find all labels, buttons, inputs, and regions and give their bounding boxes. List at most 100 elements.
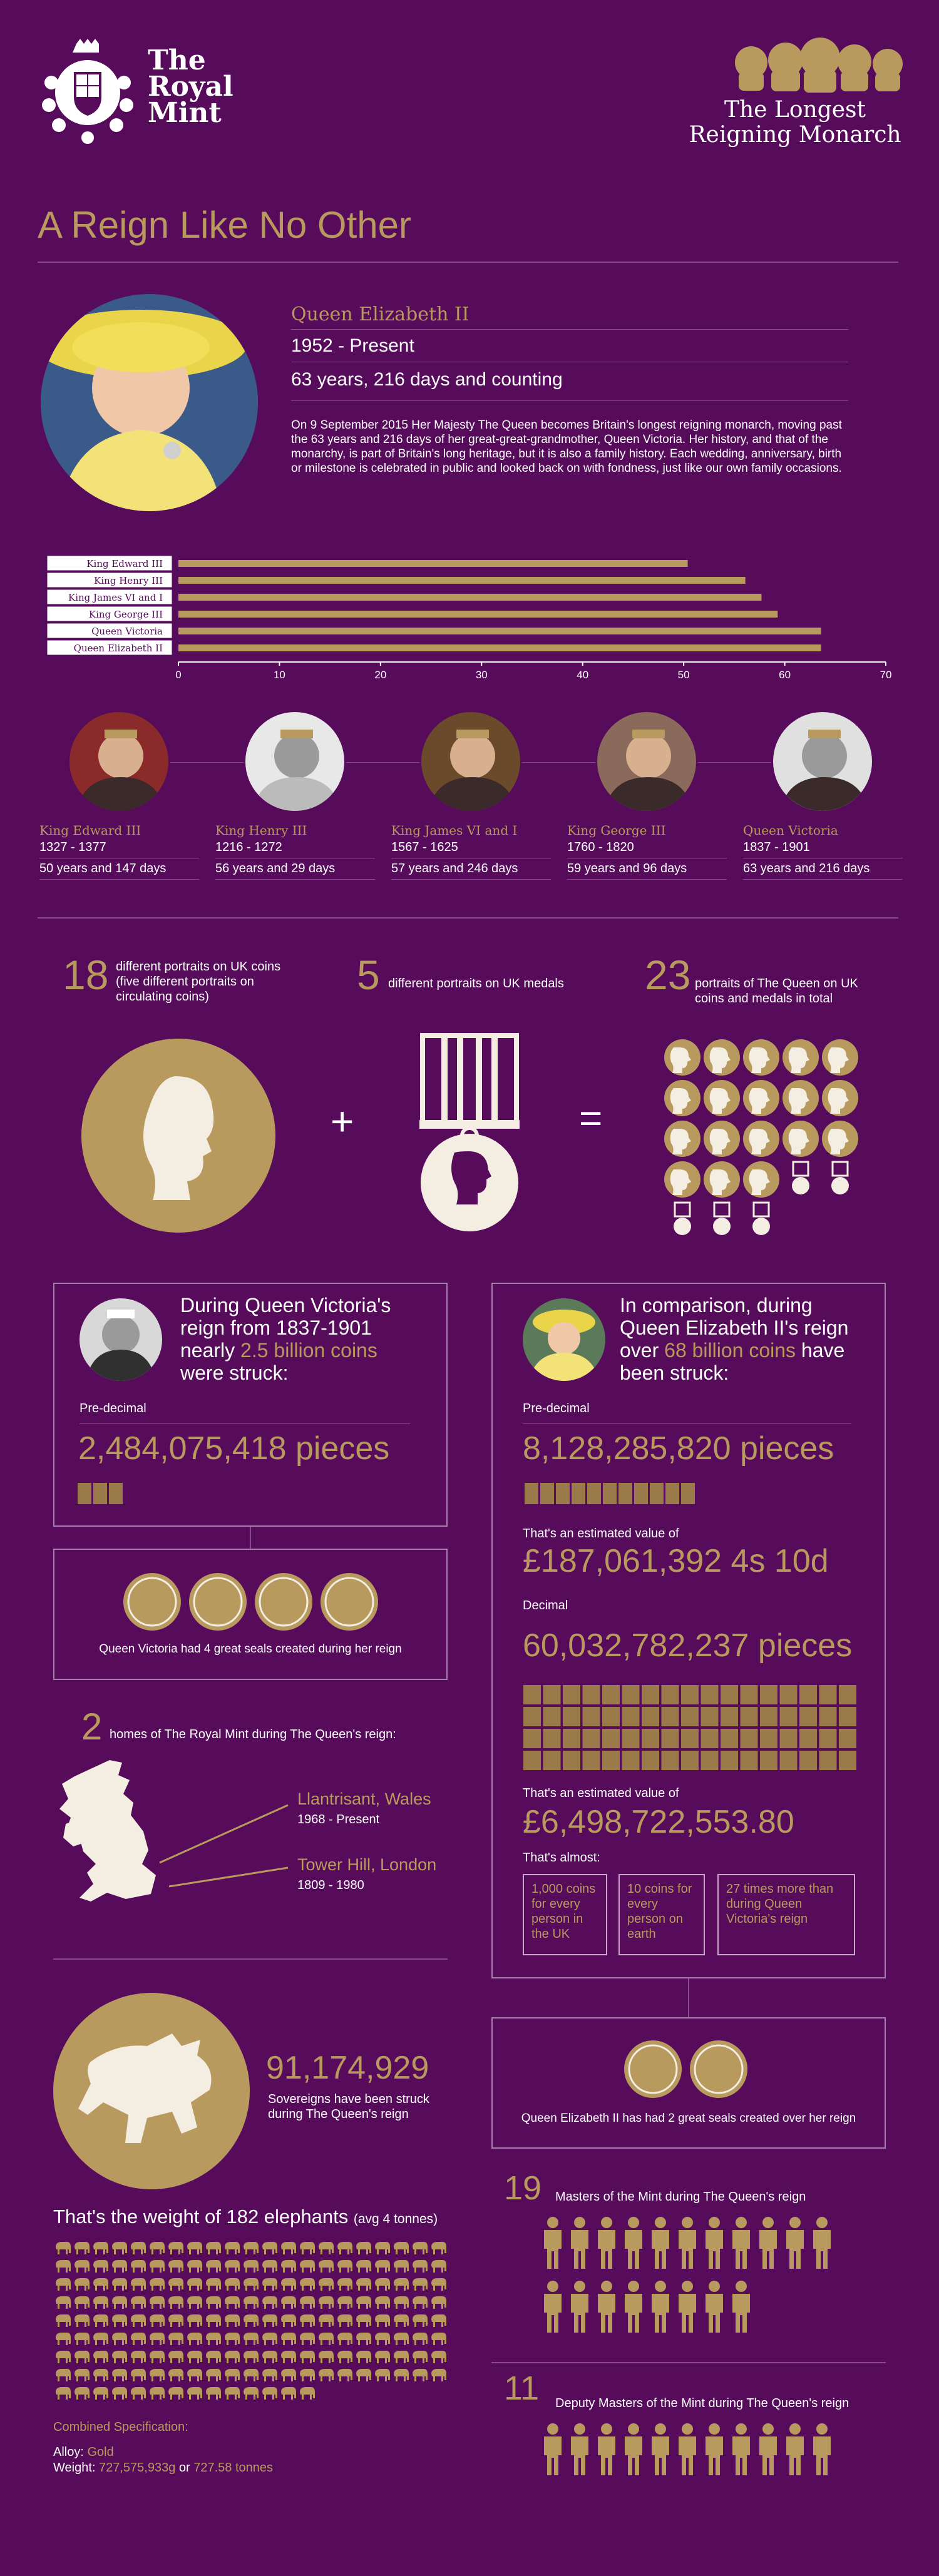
elephant-icon	[74, 2369, 90, 2381]
coin-unit-block	[543, 1751, 561, 1770]
great-seal-icon	[690, 2040, 747, 2098]
home-2-dates: 1809 - 1980	[297, 1878, 364, 1892]
elephant-icon	[300, 2369, 315, 2381]
elephant-icon	[56, 2278, 71, 2291]
elizabeth-decimal-grid	[523, 1685, 858, 1773]
queen-name: Queen Elizabeth II	[291, 303, 470, 325]
elephant-icon	[356, 2351, 371, 2363]
chart-category-label: Queen Victoria	[91, 626, 163, 637]
coin-unit-block	[819, 1729, 837, 1748]
sovereigns-text-2: during The Queen's reign	[268, 2107, 409, 2121]
chart-tick-label: 10	[274, 669, 285, 681]
person-figure-icon	[786, 2423, 804, 2475]
elephant-icon	[300, 2314, 315, 2327]
chart-bar	[178, 560, 688, 567]
coin-unit-block	[799, 1707, 817, 1726]
coin-unit-block	[563, 1707, 580, 1726]
medal-portrait-icon	[674, 1201, 691, 1235]
elephant-icon	[56, 2296, 71, 2309]
elizabeth-decimal-label: Decimal	[523, 1599, 568, 1612]
elephant-icon	[225, 2260, 240, 2273]
elephant-icon	[300, 2351, 315, 2363]
monarch-dates: 1760 - 1820	[567, 840, 634, 854]
elizabeth-seals-box	[491, 2017, 886, 2149]
monarch-silhouettes-icon	[735, 38, 903, 93]
coin-unit-block	[540, 1483, 554, 1504]
elephant-icon	[112, 2387, 127, 2400]
coin-portrait-icon	[664, 1161, 700, 1198]
equals-sign: =	[579, 1096, 603, 1141]
elizabeth-rule	[523, 1423, 851, 1424]
coin-portrait-icon	[822, 1039, 858, 1076]
elephant-icon	[394, 2278, 409, 2291]
elephant-icon	[244, 2333, 259, 2345]
elephant-icon	[112, 2351, 127, 2363]
elephant-icon	[168, 2314, 183, 2327]
coin-unit-block	[799, 1685, 817, 1704]
elephant-icon	[168, 2387, 183, 2400]
coin-unit-block	[700, 1707, 719, 1726]
elephant-icon	[394, 2333, 409, 2345]
coin-unit-block	[661, 1729, 679, 1748]
coin-unit-block	[779, 1707, 798, 1726]
elephant-icon	[319, 2333, 334, 2345]
elephant-icon	[375, 2333, 390, 2345]
elephant-icon	[337, 2351, 352, 2363]
person-figure-icon	[813, 2217, 831, 2269]
chart-category-label: King James VI and I	[68, 592, 163, 603]
elephant-icon	[375, 2314, 390, 2327]
elephant-icon	[375, 2296, 390, 2309]
coin-portrait-icon	[664, 1039, 700, 1076]
coin-unit-block	[618, 1483, 632, 1504]
chart-tick-label: 50	[678, 669, 690, 681]
elephant-icon	[356, 2333, 371, 2345]
elizabeth-connector	[688, 1978, 689, 2017]
coin-unit-block	[572, 1483, 585, 1504]
elephant-icon	[262, 2333, 277, 2345]
coin-unit-block	[839, 1707, 856, 1726]
elephant-icon	[262, 2369, 277, 2381]
elephant-icon	[187, 2387, 202, 2400]
royal-mint-logo[interactable]: The Royal Mint	[38, 38, 244, 144]
elephant-icon	[56, 2314, 71, 2327]
elephant-icon	[319, 2242, 334, 2254]
alloy-label: Alloy:	[53, 2445, 88, 2459]
elizabeth-predecimal-label: Pre-decimal	[523, 1402, 590, 1415]
medal-portrait-icon	[752, 1201, 770, 1235]
coin-unit-block	[661, 1685, 679, 1704]
plus-sign: +	[331, 1099, 354, 1144]
logo-line-2: Royal	[148, 71, 233, 103]
elephant-icon	[150, 2351, 165, 2363]
chart-label-box	[46, 623, 173, 639]
coin-unit-block	[700, 1685, 719, 1704]
elephant-icon	[319, 2260, 334, 2273]
elephant-icon	[244, 2369, 259, 2381]
elephant-icon	[262, 2260, 277, 2273]
elizabeth-decimal-value-label: That's an estimated value of	[523, 1786, 679, 1800]
monarch-portrait	[68, 710, 170, 813]
elephant-icon	[337, 2333, 352, 2345]
coin-portrait-icon	[822, 1121, 858, 1157]
elephant-icon	[281, 2242, 296, 2254]
elephant-icon	[356, 2296, 371, 2309]
coin-unit-block	[839, 1685, 856, 1704]
elephant-icon	[206, 2260, 221, 2273]
coin-unit-block	[93, 1483, 107, 1504]
monarch-portrait	[771, 710, 874, 813]
elephant-icon	[394, 2314, 409, 2327]
victoria-seals-text: Queen Victoria had 4 great seals created…	[99, 1642, 402, 1656]
elephant-icon	[413, 2333, 428, 2345]
elephant-icon	[56, 2260, 71, 2273]
elephant-icon	[150, 2369, 165, 2381]
elephant-icon	[206, 2333, 221, 2345]
elephant-icon	[244, 2242, 259, 2254]
elephant-icon	[112, 2260, 127, 2273]
queen-rule-3	[291, 400, 848, 401]
elizabeth-decimal-value: £6,498,722,553.80	[523, 1804, 794, 1840]
coin-unit-block	[622, 1751, 640, 1770]
coin-unit-block	[622, 1685, 640, 1704]
coin-unit-block	[582, 1685, 600, 1704]
uk-map	[59, 1755, 448, 1918]
coin-unit-block	[634, 1483, 648, 1504]
coin-unit-block	[740, 1707, 758, 1726]
